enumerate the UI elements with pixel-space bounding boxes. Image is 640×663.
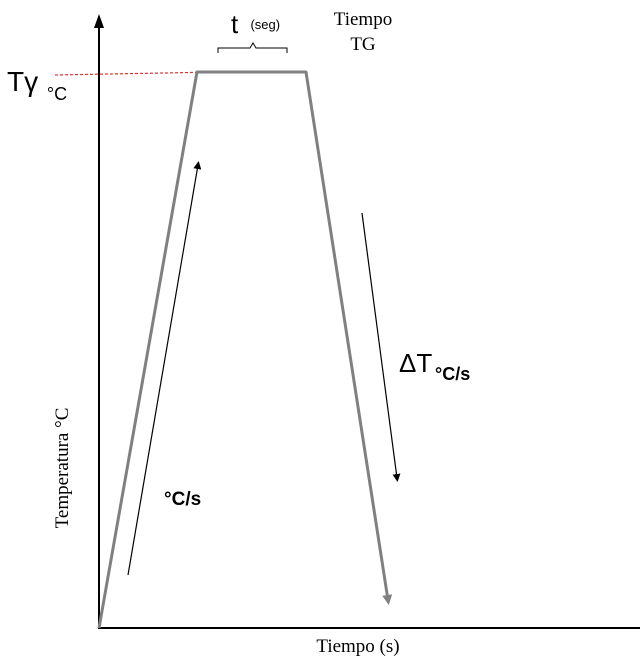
heating-rate-arrow: [127, 161, 202, 576]
tgamma-symbol: Tγ: [7, 66, 38, 97]
heating-rate-label: °C/s: [164, 489, 201, 510]
hold-time-title: Tiempo: [334, 9, 392, 30]
tgamma-reference-line: [54, 71, 219, 76]
holding-time-symbol: t: [231, 9, 239, 39]
cooling-rate-arrow: [361, 212, 401, 482]
holding-time-unit: (seg): [250, 17, 280, 32]
holding-time-brace: [217, 42, 288, 53]
y-axis-label: Temperatura °C: [52, 408, 73, 529]
delta-t-symbol: ΔT: [399, 348, 432, 378]
cooling-rate-label: ΔT °C/s: [399, 348, 470, 384]
temperature-profile: [97, 70, 393, 629]
y-axis-arrowhead: [94, 14, 104, 28]
tg-label: TG: [350, 34, 376, 55]
tgamma-unit: °C: [47, 84, 67, 104]
delta-t-unit: °C/s: [435, 364, 470, 384]
x-axis-label: Tiempo (s): [316, 636, 399, 657]
holding-time-label: t (seg): [231, 9, 280, 39]
austenitizing-temperature-label: Tγ °C: [7, 66, 67, 104]
